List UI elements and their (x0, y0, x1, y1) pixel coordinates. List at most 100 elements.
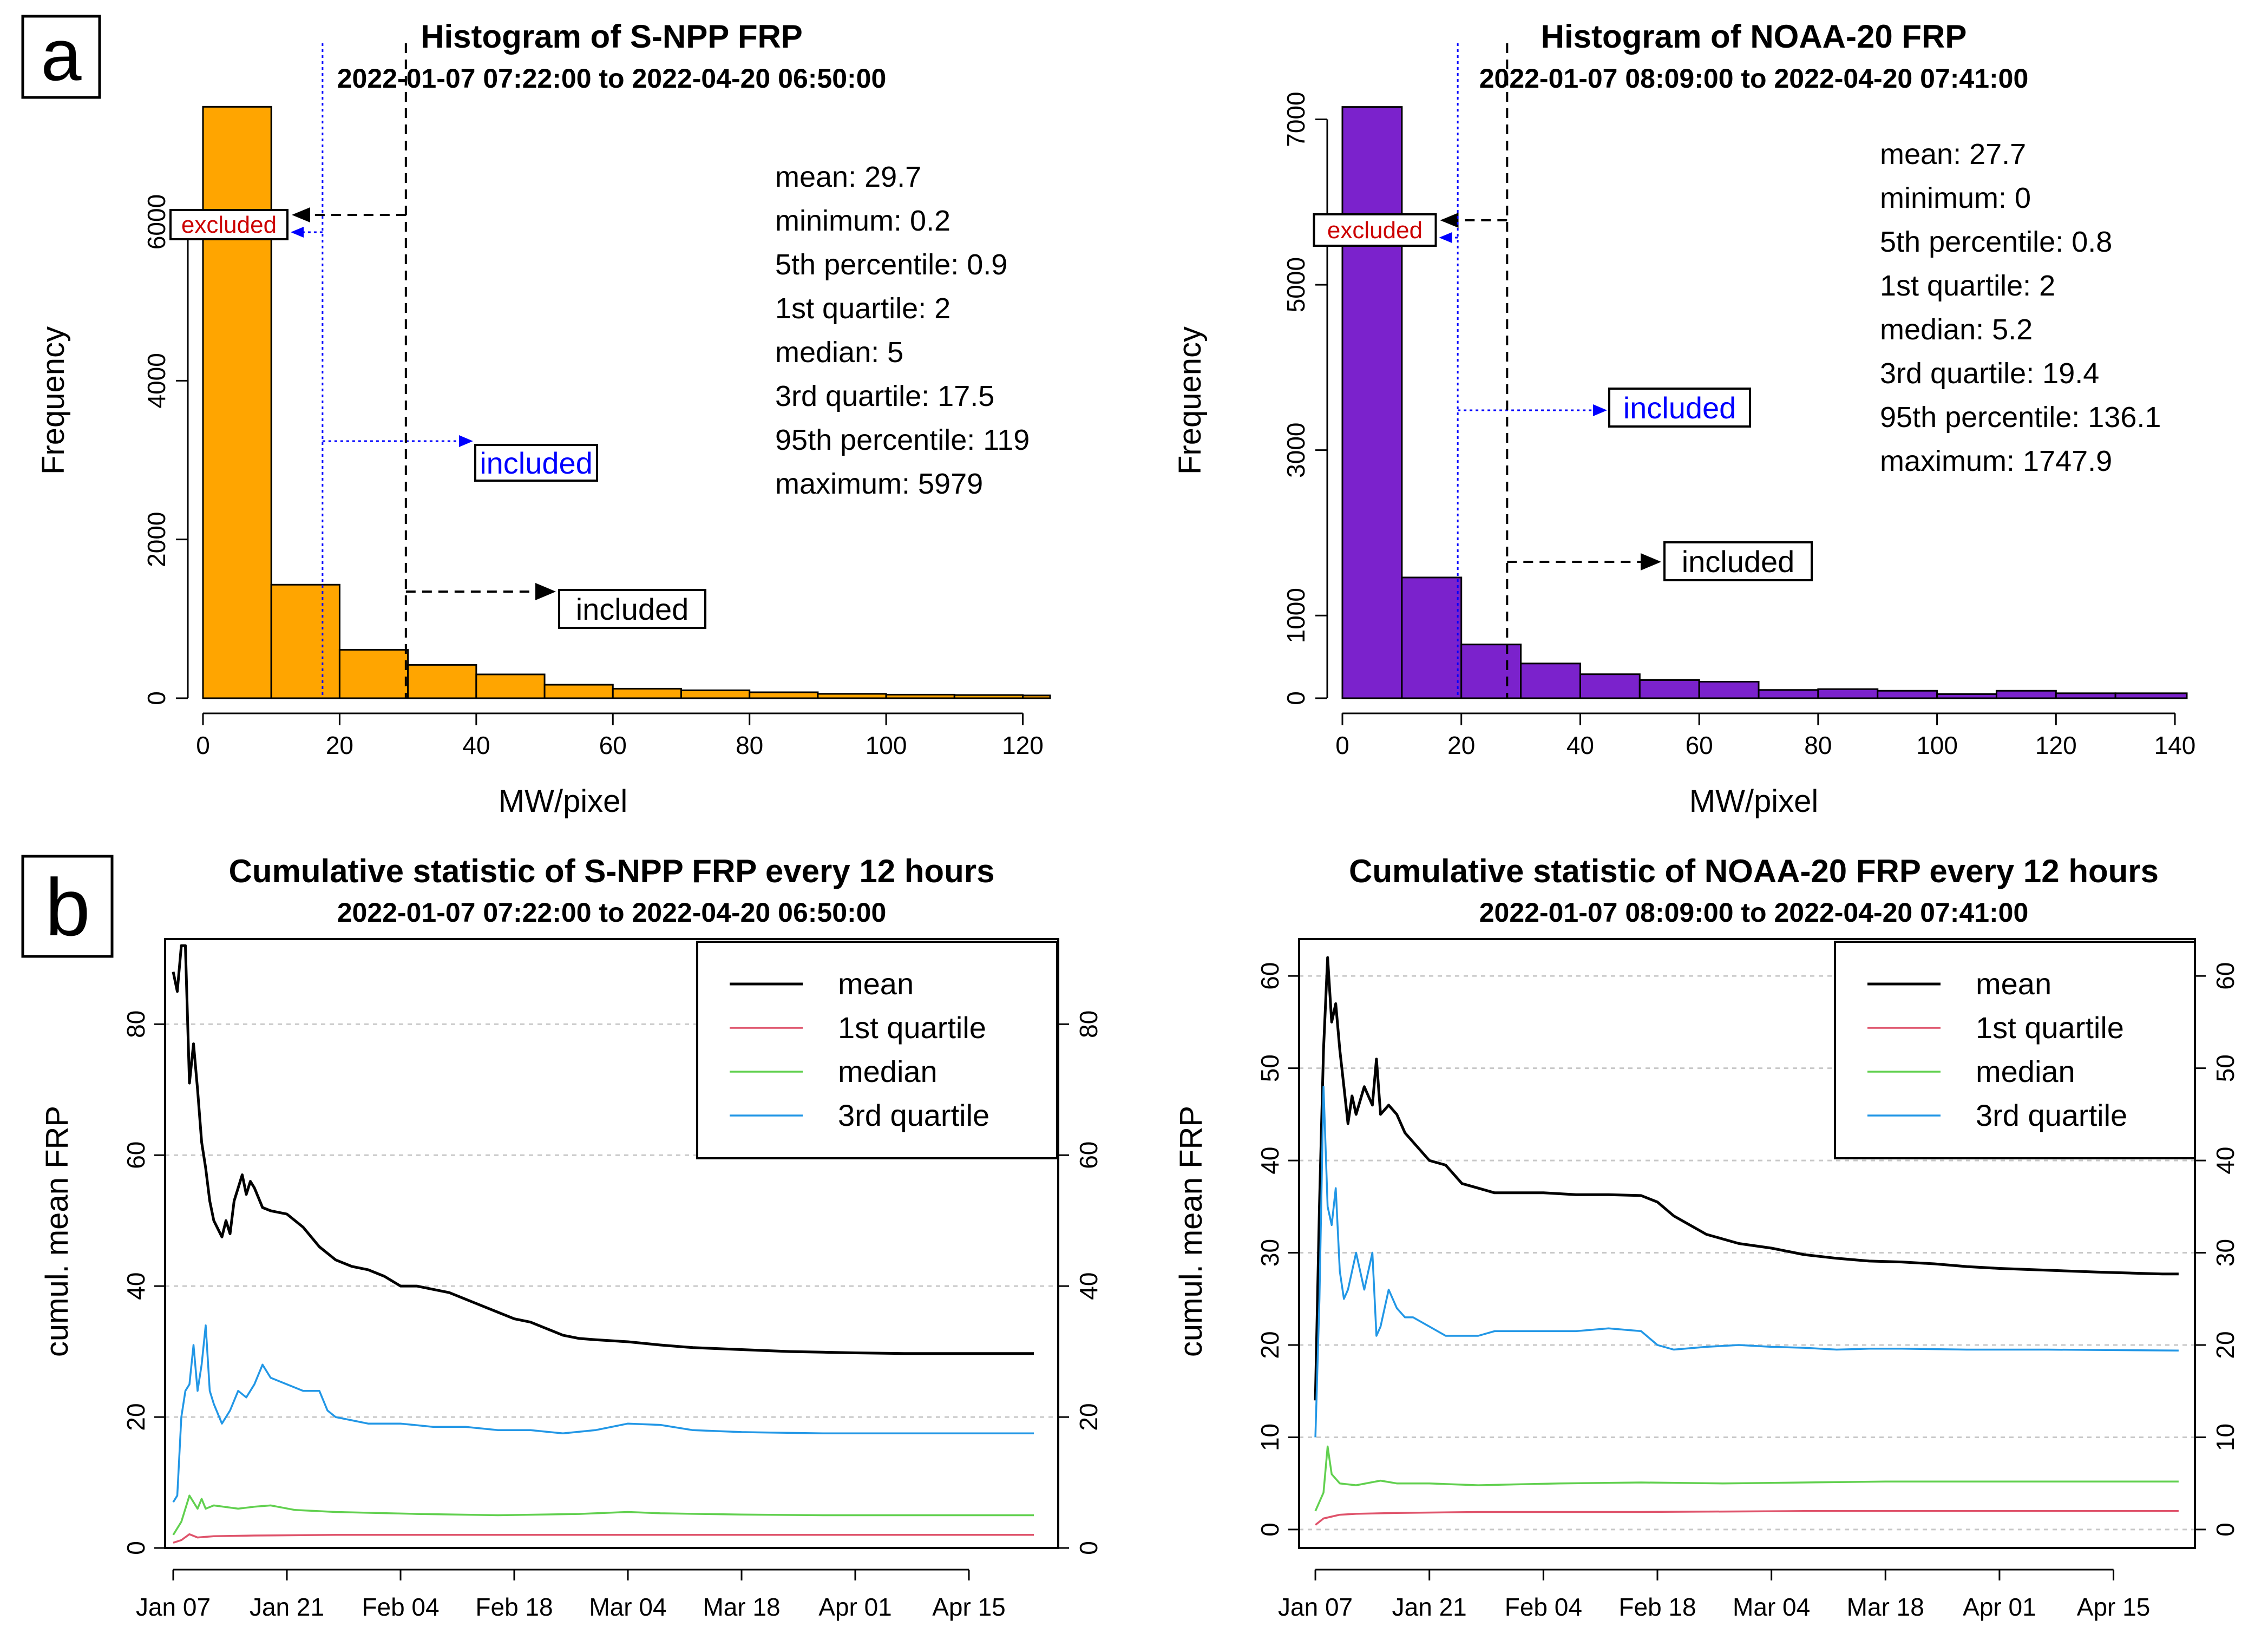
x-tick-label: 140 (2154, 731, 2196, 759)
x-tick-label: 80 (1804, 731, 1832, 759)
y-tick-label-right: 60 (1074, 1141, 1103, 1169)
stat-line: 3rd quartile: 19.4 (1880, 357, 2099, 390)
histogram-bar (1022, 694, 1051, 699)
y-axis-left: 0 20 40 60 80 (122, 1011, 166, 1555)
series-line-mean (172, 944, 1034, 1355)
x-tick-label: Feb 18 (475, 1593, 553, 1621)
x-tick-label: 120 (2035, 731, 2077, 759)
y-tick-label: 10 (1256, 1423, 1284, 1451)
legend-label: median (1976, 1054, 2075, 1088)
series-lines (1314, 956, 2179, 1526)
x-tick-label: Mar 18 (703, 1593, 780, 1621)
histogram-bar (1995, 690, 2057, 699)
y-axis-label: cumul. mean FRP (40, 1106, 75, 1357)
x-tick-label: 100 (1916, 731, 1958, 759)
x-axis: 0 20 40 60 80 100 120 (196, 712, 1044, 759)
histogram-bar (543, 684, 614, 699)
x-tick-label: Feb 04 (1505, 1593, 1582, 1621)
chart-subtitle: 2022-01-07 08:09:00 to 2022-04-20 07:41:… (1479, 897, 2029, 928)
y-axis-right: 0 20 40 60 80 (1058, 1011, 1103, 1555)
histogram-bar (202, 106, 272, 699)
legend-label: 3rd quartile (1976, 1098, 2127, 1132)
y-tick-label-right: 40 (2211, 1147, 2239, 1175)
annotations: excluded included included (169, 207, 706, 629)
y-tick-label: 0 (122, 1541, 150, 1555)
arrow-head (1439, 232, 1452, 243)
series-lines (172, 944, 1034, 1544)
included-blue-box (1608, 388, 1751, 428)
stat-line: 95th percentile: 119 (775, 424, 1030, 456)
histogram-bar (885, 693, 955, 699)
y-tick-label-right: 0 (2211, 1523, 2239, 1537)
y-tick-label: 0 (1282, 691, 1310, 705)
histogram-bar (1936, 693, 1997, 699)
legend-label: mean (838, 967, 914, 1001)
stat-line: minimum: 0.2 (775, 205, 951, 237)
histogram-bar (1401, 576, 1463, 699)
chart-title: Histogram of S-NPP FRP (421, 18, 803, 55)
chart-subtitle: 2022-01-07 07:22:00 to 2022-04-20 06:50:… (337, 63, 887, 94)
x-tick-label: Feb 04 (362, 1593, 439, 1621)
histogram-bar (1817, 688, 1879, 699)
included-blue-box (474, 444, 598, 482)
panel-label-b-text: b (45, 862, 90, 953)
chart-title: Cumulative statistic of S-NPP FRP every … (229, 853, 995, 889)
chart-title: Histogram of NOAA-20 FRP (1541, 18, 1967, 55)
histogram-bar (407, 664, 477, 699)
bars (1341, 106, 2188, 699)
y-axis: 0 1000 3000 5000 7000 (1282, 91, 1328, 705)
x-tick-label: 40 (462, 731, 490, 759)
stat-line: mean: 27.7 (1880, 138, 2026, 170)
arrow-head (291, 227, 304, 238)
x-axis-label: MW/pixel (1689, 784, 1818, 819)
arrow-head (1593, 404, 1607, 416)
histogram-bar (2055, 692, 2116, 699)
y-tick-label: 30 (1256, 1239, 1284, 1267)
y-tick-label-right: 50 (2211, 1054, 2239, 1082)
y-tick-label: 3000 (1282, 422, 1310, 477)
legend-box (1834, 941, 2196, 1159)
x-tick-label: Jan 07 (1278, 1593, 1353, 1621)
y-tick-label: 20 (1256, 1331, 1284, 1359)
x-tick-label: 60 (1686, 731, 1713, 759)
stats-block: mean: 29.7 minimum: 0.2 5th percentile: 0.… (775, 161, 1030, 500)
included-black-label: included (1682, 544, 1795, 579)
x-tick-label: 0 (196, 731, 210, 759)
x-axis-label: MW/pixel (499, 784, 627, 819)
legend-box (696, 941, 1058, 1159)
cumulative-noaa20: Cumulative statistic of NOAA-20 FRP ever… (1174, 853, 2239, 1621)
y-tick-label: 40 (1256, 1147, 1284, 1175)
series-line-1st-quartile (1315, 1510, 2179, 1526)
histogram-bar (1758, 689, 1819, 699)
stat-line: 95th percentile: 136.1 (1880, 401, 2161, 434)
histogram-bar (1877, 690, 1938, 699)
series-line-median (1314, 1445, 2179, 1512)
y-tick-label: 20 (122, 1403, 150, 1431)
x-tick-label: Feb 18 (1618, 1593, 1696, 1621)
x-tick-label: 120 (1002, 731, 1044, 759)
y-axis-right: 0 10 20 30 40 50 60 (2195, 962, 2239, 1537)
y-tick-label: 4000 (142, 353, 171, 408)
y-tick-label-right: 80 (1074, 1011, 1103, 1038)
y-tick-label: 7000 (1282, 91, 1310, 147)
legend-label: 3rd quartile (838, 1098, 989, 1132)
y-axis-label: Frequency (36, 326, 71, 475)
x-tick-label: Jan 21 (250, 1593, 324, 1621)
x-tick-label: Mar 04 (1733, 1593, 1810, 1621)
stat-line: mean: 29.7 (775, 161, 921, 193)
arrow-head (459, 435, 473, 447)
histogram-bar (817, 693, 887, 699)
legend-label: 1st quartile (838, 1011, 986, 1045)
series-line-mean (1314, 956, 2179, 1401)
chart-subtitle: 2022-01-07 07:22:00 to 2022-04-20 06:50:… (337, 897, 887, 928)
panel-label-b: b (21, 855, 114, 958)
x-tick-label: Mar 18 (1847, 1593, 1924, 1621)
stats-block: mean: 27.7 minimum: 0 5th percentile: 0.8 1… (1880, 138, 2161, 477)
x-tick-label: 80 (736, 731, 763, 759)
histogram-bar (270, 583, 340, 699)
y-tick-label: 6000 (142, 194, 171, 250)
y-tick-label: 5000 (1282, 257, 1310, 312)
histogram-bar (475, 673, 546, 699)
histogram-bar (612, 687, 682, 699)
